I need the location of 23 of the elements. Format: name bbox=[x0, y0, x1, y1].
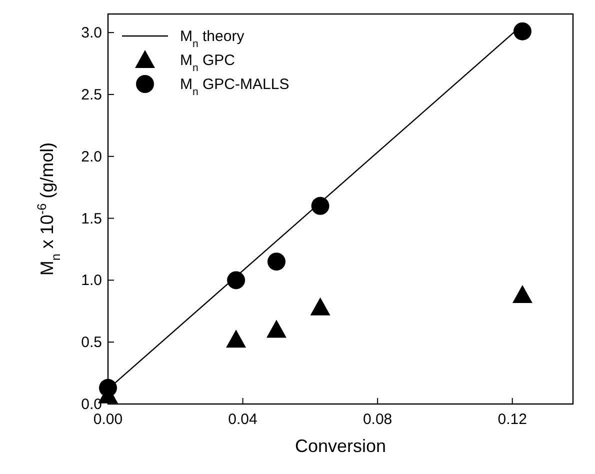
point bbox=[226, 330, 246, 348]
point bbox=[266, 320, 286, 338]
x-axis-title: Conversion bbox=[294, 436, 386, 456]
point bbox=[512, 285, 532, 304]
y-tick-label: 1.5 bbox=[81, 210, 102, 228]
x-tick-label: 0.12 bbox=[498, 411, 527, 428]
y-tick-label: 1.0 bbox=[81, 272, 102, 290]
x-tick-label: 0.08 bbox=[362, 411, 392, 428]
point bbox=[311, 196, 330, 215]
x-tick-label: 0.04 bbox=[228, 411, 258, 428]
legend-label: M$_{n}$ GPC bbox=[180, 52, 236, 74]
point bbox=[267, 252, 286, 271]
x-tick-label: 0.00 bbox=[93, 411, 123, 428]
legend-label: M$_{n}$ GPC-MALLS bbox=[180, 76, 290, 98]
point bbox=[227, 271, 246, 290]
y-tick-label: 3.0 bbox=[81, 24, 102, 42]
y-tick-label: 2.0 bbox=[81, 148, 102, 166]
point bbox=[310, 297, 330, 316]
y-tick-label: 0.5 bbox=[81, 334, 102, 352]
point bbox=[99, 378, 117, 397]
point bbox=[513, 22, 532, 40]
legend-label: M$_{n}$ theory bbox=[180, 28, 245, 50]
y-tick-label: 2.5 bbox=[81, 86, 102, 104]
